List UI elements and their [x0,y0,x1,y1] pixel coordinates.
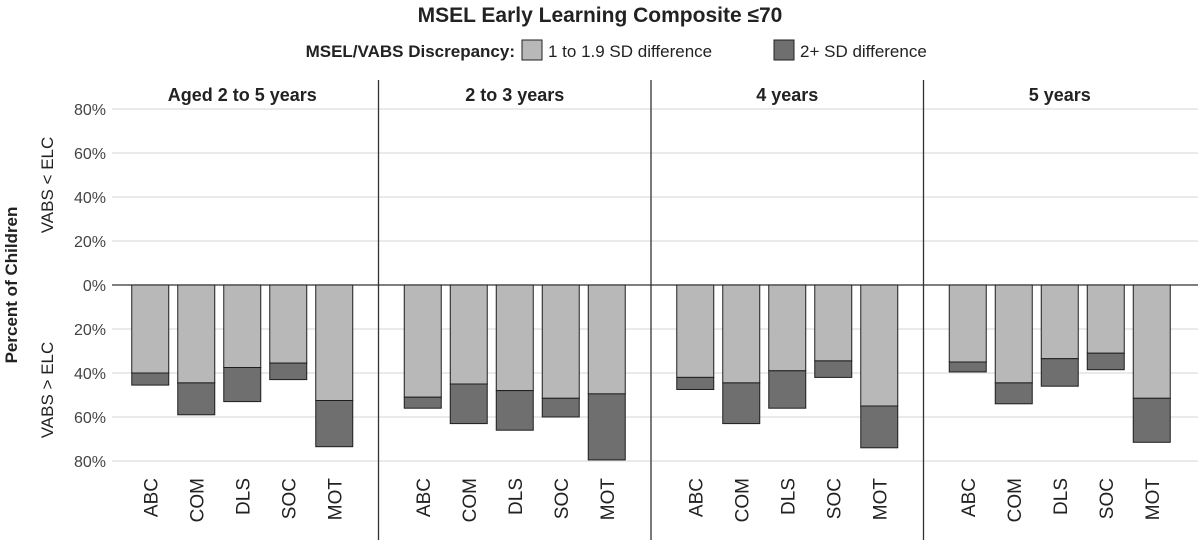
bar-moderate-soc [1086,284,1125,354]
category-label: MOT [1143,478,1164,521]
y-tick-label: 0% [83,278,106,295]
category-label: DLS [233,478,254,515]
bar-moderate-com [449,284,488,385]
bar-large-mot [315,400,354,448]
bar-large-dls [223,367,262,403]
bar-moderate-dls [495,284,534,392]
category-label: SOC [552,478,573,519]
y-ticks: 80% 60% 40% 20% 0% 20% 40% 60% 80% [74,102,106,471]
panel-title: Aged 2 to 5 years [168,85,317,105]
category-label: MOT [598,478,619,521]
legend-title: MSEL/VABS Discrepancy: [306,42,515,61]
category-label: COM [187,478,208,522]
bar-moderate-dls [223,284,262,368]
y-tick-label: 60% [74,410,106,427]
panel-1: Aged 2 to 5 years ABC COM DLS SOC MOT [131,85,354,522]
bar-large-dls [1040,358,1079,387]
bar-large-soc [1086,352,1125,371]
y-tick-label: 20% [74,322,106,339]
legend-swatch-light [521,39,543,61]
panel-4: 5 years ABC COM DLS SOC MOT [922,80,1171,540]
panel-3: 4 years ABC COM DLS SOC MOT [650,80,899,540]
y-tick-label: 80% [74,102,106,119]
bar-moderate-com [177,284,216,384]
category-label: COM [460,478,481,522]
bar-large-com [722,382,761,425]
category-label: MOT [325,478,346,521]
bar-large-com [449,383,488,425]
bar-moderate-abc [403,284,442,398]
chart-title: MSEL Early Learning Composite ≤70 [418,4,783,27]
category-label: SOC [279,478,300,519]
bar-moderate-soc [541,284,580,399]
category-label: ABC [959,478,980,517]
bar-moderate-mot [860,284,899,407]
bar-large-mot [1132,397,1171,443]
y-tick-label: 20% [74,234,106,251]
legend-label-dark: 2+ SD difference [800,42,927,61]
bar-large-abc [131,372,170,386]
y-tick-label: 80% [74,454,106,471]
bar-large-soc [814,360,853,378]
bar-large-com [177,382,216,416]
y-axis-label-lower: VABS > ELC [38,342,57,439]
category-label: MOT [870,478,891,521]
bar-large-soc [269,362,308,381]
bar-moderate-abc [948,284,987,363]
y-tick-label: 40% [74,366,106,383]
legend-label-light: 1 to 1.9 SD difference [548,42,712,61]
panel-title: 2 to 3 years [465,85,564,105]
panel-2: 2 to 3 years ABC COM DLS SOC MOT [377,80,626,540]
bar-moderate-abc [131,284,170,374]
category-label: COM [1005,478,1026,522]
category-label: ABC [141,478,162,517]
category-label: SOC [1097,478,1118,519]
bar-large-soc [541,397,580,418]
bar-moderate-mot [587,284,626,395]
bar-large-abc [676,376,715,390]
bar-large-com [994,382,1033,405]
bar-moderate-soc [269,284,308,364]
category-label: DLS [778,478,799,515]
panel-title: 4 years [756,85,818,105]
legend-swatch-dark [773,39,795,61]
bar-large-abc [948,361,987,373]
y-axis-label-upper: VABS < ELC [38,137,57,234]
category-label: ABC [414,478,435,517]
category-label: COM [732,478,753,522]
bar-moderate-com [994,284,1033,384]
bar-large-dls [495,390,534,431]
bar-moderate-abc [676,284,715,378]
legend: MSEL/VABS Discrepancy: 1 to 1.9 SD diffe… [306,39,927,61]
panel-title: 5 years [1029,85,1091,105]
y-tick-label: 60% [74,146,106,163]
y-axis-label: Percent of Children [2,207,21,364]
bar-large-dls [768,370,807,409]
y-tick-label: 40% [74,190,106,207]
bar-moderate-soc [814,284,853,362]
category-label: DLS [506,478,527,515]
bar-moderate-dls [1040,284,1079,360]
bar-moderate-mot [1132,284,1171,399]
category-label: DLS [1051,478,1072,515]
bar-moderate-dls [768,284,807,372]
bar-large-mot [587,393,626,461]
bar-large-abc [403,396,442,409]
category-label: SOC [824,478,845,519]
bar-large-mot [860,405,899,449]
bar-moderate-com [722,284,761,384]
category-label: ABC [686,478,707,517]
bar-moderate-mot [315,284,354,401]
